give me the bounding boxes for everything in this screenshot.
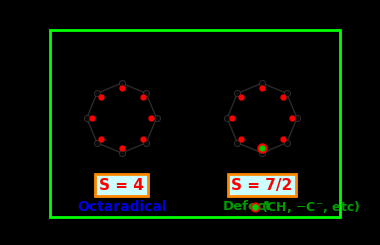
Text: Octaradical: Octaradical — [77, 200, 166, 214]
Text: S = 7/2: S = 7/2 — [231, 178, 293, 193]
Text: Defect: Defect — [222, 200, 272, 213]
Text: (CH, $-$C$^{-}$, etc): (CH, $-$C$^{-}$, etc) — [261, 199, 361, 215]
Text: S = 4: S = 4 — [99, 178, 144, 193]
